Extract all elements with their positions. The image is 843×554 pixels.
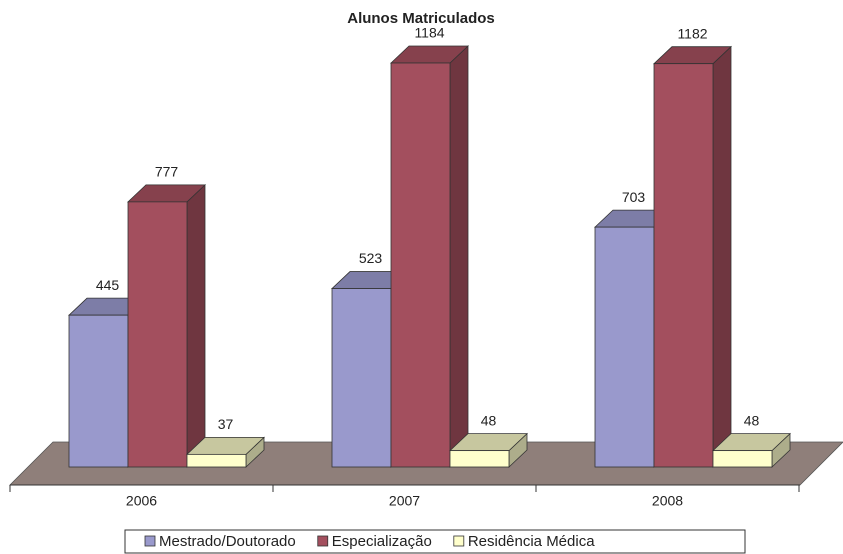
- legend-swatch: [144, 535, 156, 547]
- bar: [449, 450, 510, 468]
- value-label: 1184: [414, 25, 444, 41]
- x-tick-label: 2006: [126, 493, 157, 509]
- value-label: 48: [744, 412, 760, 428]
- bar: [186, 453, 247, 468]
- legend-swatch: [453, 535, 465, 547]
- value-label: 445: [96, 277, 120, 293]
- bar-side: [186, 183, 206, 468]
- value-label: 37: [218, 416, 234, 432]
- bar: [653, 63, 714, 468]
- x-tick-label: 2007: [389, 493, 420, 509]
- bar: [68, 314, 129, 468]
- legend: [124, 529, 746, 554]
- bar: [127, 201, 188, 468]
- legend-label: Especialização: [332, 533, 432, 550]
- value-label: 703: [622, 189, 646, 205]
- legend-label: Residência Médica: [468, 533, 595, 550]
- legend-swatch: [317, 535, 329, 547]
- legend-label: Mestrado/Doutorado: [159, 533, 296, 550]
- bar: [390, 62, 451, 468]
- bar: [712, 450, 773, 468]
- x-tick-label: 2008: [652, 493, 683, 509]
- value-label: 1182: [677, 25, 707, 41]
- chart-title: Alunos Matriculados: [347, 10, 495, 27]
- value-label: 523: [359, 250, 383, 266]
- value-label: 777: [155, 164, 179, 180]
- bar: [331, 288, 392, 468]
- bar: [594, 226, 655, 468]
- bar-side: [449, 45, 469, 468]
- value-label: 48: [481, 412, 497, 428]
- bar-side: [712, 45, 732, 468]
